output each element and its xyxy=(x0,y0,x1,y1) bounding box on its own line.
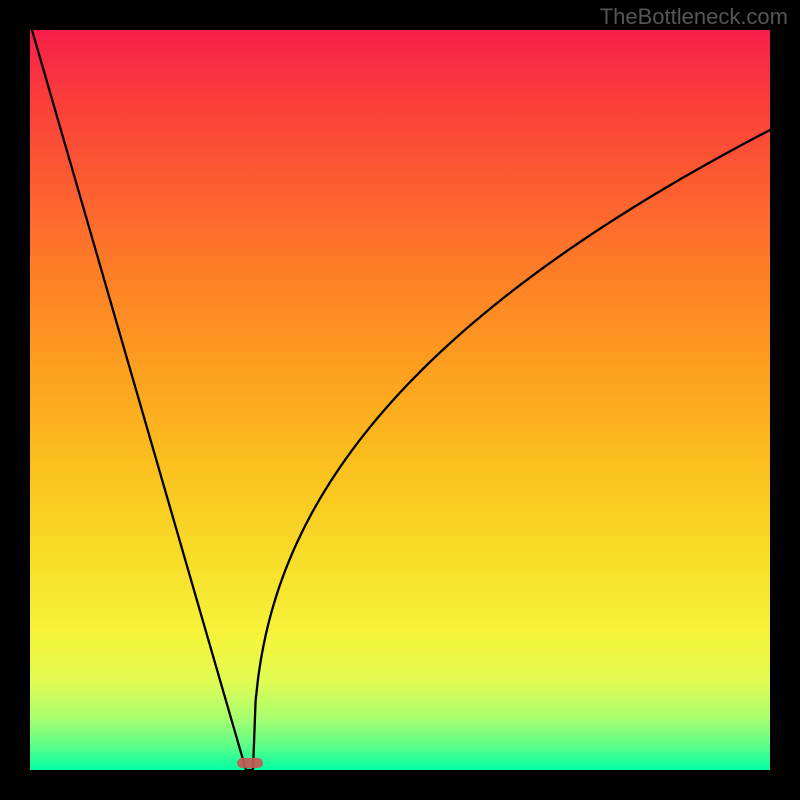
bottleneck-curve xyxy=(0,0,800,800)
watermark-text: TheBottleneck.com xyxy=(600,4,788,30)
trough-marker xyxy=(237,758,263,768)
chart-container: TheBottleneck.com xyxy=(0,0,800,800)
